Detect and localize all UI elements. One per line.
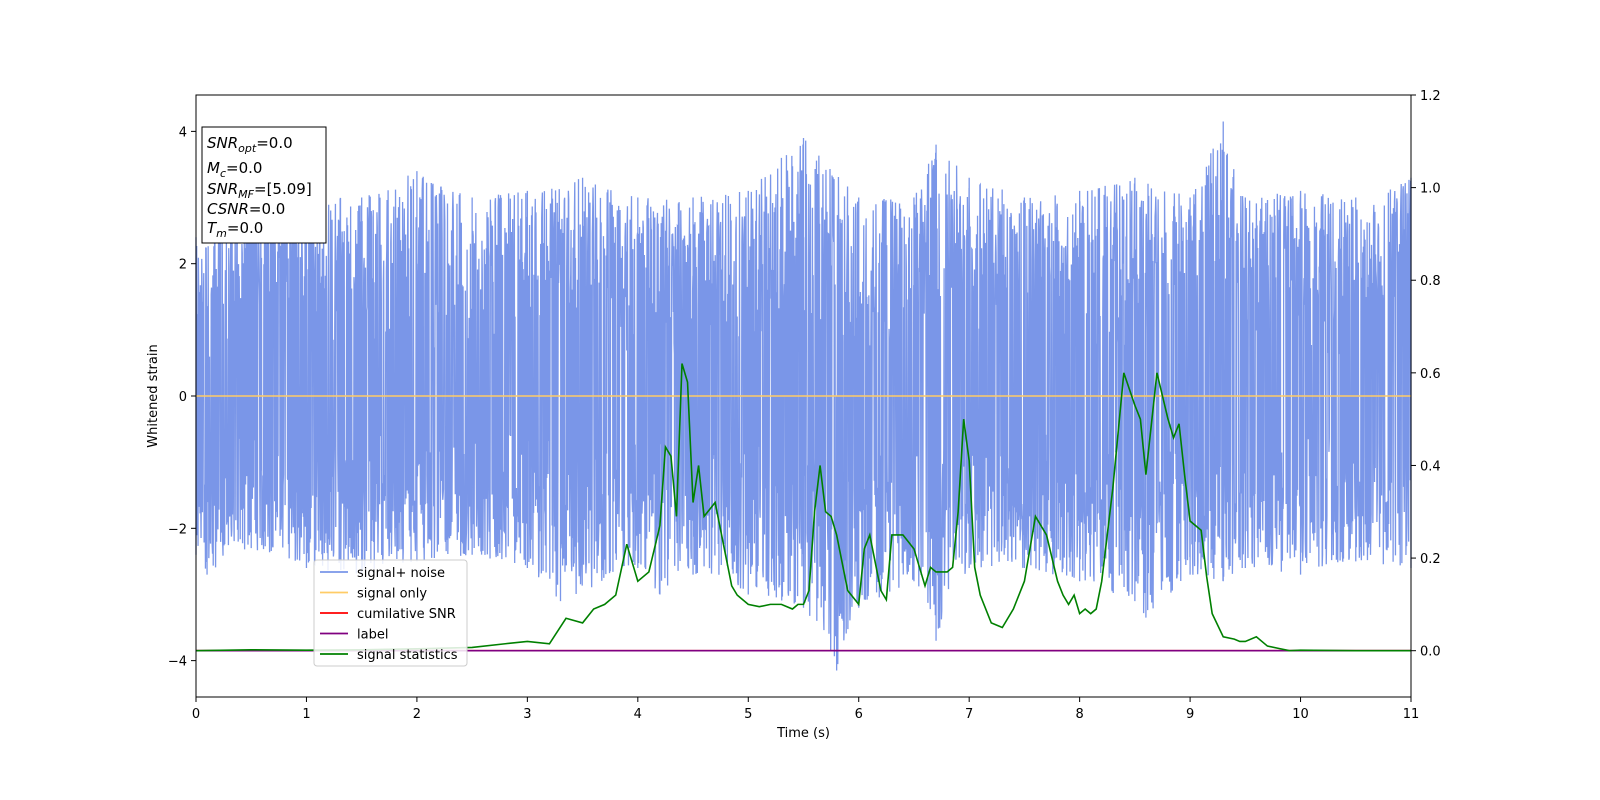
x-tick-label: 8 (1075, 707, 1083, 722)
info-box-frame (201, 126, 327, 244)
info-box-row: Tm=0.0 (207, 219, 263, 240)
info-subscript: m (216, 227, 227, 240)
y-right-tick-label: 0.0 (1420, 645, 1441, 660)
y-left-tick-label: 0 (179, 390, 187, 405)
x-tick-label: 10 (1292, 707, 1309, 722)
legend-frame (313, 559, 468, 667)
y-left-tick-label: −4 (168, 655, 187, 670)
info-symbol: SNR (207, 134, 238, 152)
x-axis-label: Time (s) (776, 726, 830, 741)
info-subscript: c (220, 167, 226, 180)
x-tick-label: 3 (523, 707, 531, 722)
info-value: =0.0 (226, 159, 262, 177)
info-value: =0.0 (227, 219, 263, 237)
legend-entry: signal+ noise (357, 566, 445, 581)
info-value: =0.0 (249, 200, 285, 218)
lines-layer (195, 363, 1411, 652)
legend-entry: signal only (357, 587, 427, 602)
y-right-tick-label: 1.2 (1420, 89, 1441, 104)
y-right-tick-label: 0.8 (1420, 274, 1441, 289)
legend-entry: signal statistics (357, 648, 458, 663)
info-symbol: SNR (207, 180, 238, 198)
y-axis-label: Whitened strain (146, 344, 161, 447)
info-value: =0.0 (256, 134, 292, 152)
x-tick-label: 1 (302, 707, 310, 722)
info-box-row: SNRMF=[5.09] (207, 180, 312, 201)
info-symbol: CSNR (207, 200, 249, 218)
legend: signal+ noise signal only cumilative SNR la… (313, 559, 468, 667)
info-symbol: T (207, 219, 218, 237)
info-subscript: MF (238, 188, 254, 201)
x-tick-label: 2 (413, 707, 421, 722)
y-right-tick-label: 0.6 (1420, 367, 1441, 382)
x-tick-label: 7 (965, 707, 973, 722)
x-tick-label: 11 (1403, 707, 1420, 722)
info-box-row: SNRopt=0.0 (207, 134, 293, 155)
info-box-row: Mc=0.0 (207, 159, 262, 180)
x-tick-label: 9 (1186, 707, 1194, 722)
info-value: =[5.09] (254, 180, 312, 198)
info-symbol: M (207, 159, 220, 177)
x-tick-label: 6 (855, 707, 863, 722)
x-tick-label: 0 (192, 707, 200, 722)
ticks-layer: 0 1 2 3 4 5 6 7 8 9 10 11 −4 −2 0 2 4 0.0 0.2 0.4 0.6 0.8 1.0 1… (168, 89, 1441, 722)
x-tick-label: 4 (634, 707, 642, 722)
y-left-tick-label: 4 (179, 125, 187, 140)
plot-area (195, 121, 1412, 671)
y-right-tick-label: 0.4 (1420, 459, 1441, 474)
x-tick-label: 5 (744, 707, 752, 722)
y-right-tick-label: 1.0 (1420, 182, 1441, 197)
y-right-tick-label: 0.2 (1420, 552, 1441, 567)
signal-statistics-line (195, 363, 1411, 652)
legend-entry: label (357, 628, 388, 643)
info-subscript: opt (238, 142, 257, 155)
y-left-tick-label: 2 (179, 258, 187, 273)
y-left-tick-label: −2 (168, 522, 187, 537)
legend-entry: cumilative SNR (357, 607, 456, 622)
info-box-row: CSNR=0.0 (207, 200, 285, 218)
info-box: SNRopt=0.0Mc=0.0SNRMF=[5.09]CSNR=0.0Tm=0… (201, 126, 327, 244)
